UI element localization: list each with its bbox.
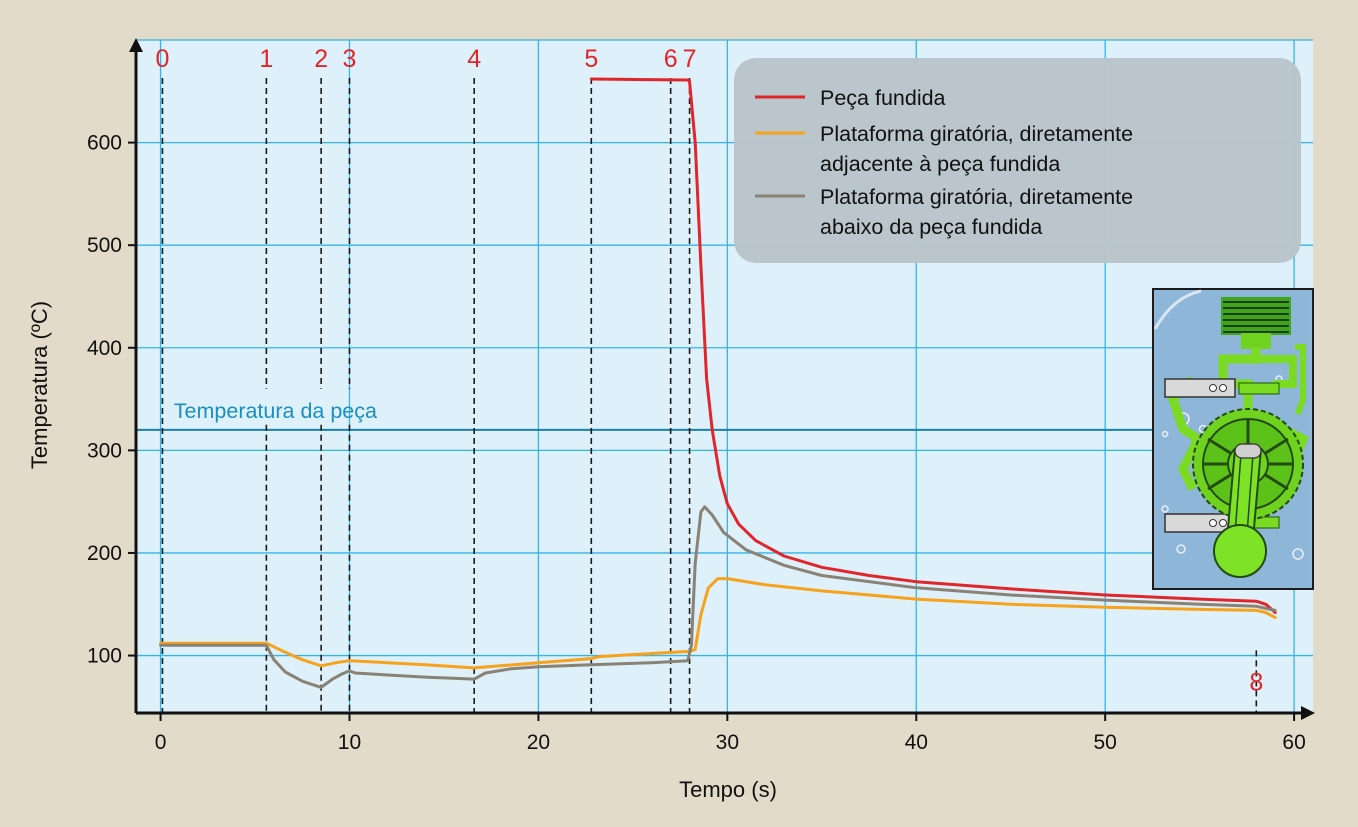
legend-label-1-line2: adjacente à peça fundida	[820, 152, 1060, 176]
reference-line-label: Temperatura da peça	[174, 399, 377, 423]
event-label-5: 5	[584, 45, 598, 73]
x-tick-label: 30	[716, 731, 739, 754]
legend-box	[734, 58, 1301, 263]
y-axis-arrow	[129, 38, 143, 52]
y-tick-label: 600	[87, 132, 122, 155]
reference-line-group: Temperatura da peça	[136, 399, 1313, 431]
axes	[129, 38, 1315, 720]
x-tick-label: 10	[338, 731, 361, 754]
x-axis-arrow	[1301, 706, 1315, 720]
event-label-2: 2	[314, 45, 328, 73]
tick-labels: 100 200 300 400 500 600 0 10 20 30 40 50 60 Tempo (s)…	[27, 132, 1306, 802]
x-axis-title: Tempo (s)	[679, 777, 777, 802]
legend-label-1: Plataforma giratória, diretamente adjacen…	[820, 122, 1133, 176]
event-label-0: 0	[155, 45, 169, 73]
x-tick-label: 50	[1094, 731, 1117, 754]
event-label-4: 4	[467, 45, 481, 73]
event-markers: 0 1 2 3 4 5 6 78	[155, 45, 1263, 713]
event-label-1: 1	[259, 45, 273, 73]
legend-label-0: Peça fundida	[820, 86, 946, 110]
y-axis-title: Temperatura (ºC)	[27, 301, 52, 469]
x-tick-label: 60	[1282, 731, 1305, 754]
event-label-3: 3	[343, 45, 357, 73]
series-line-0	[589, 77, 1277, 614]
y-tick-label: 300	[87, 439, 122, 462]
series-lines	[159, 77, 1277, 689]
y-tick-label: 200	[87, 542, 122, 565]
legend-label-2: Plataforma giratória, diretamente abaixo …	[820, 185, 1133, 239]
event-label-6: 6	[664, 45, 678, 73]
series-line-2	[159, 505, 1277, 689]
legend-label-2-line2: abaixo da peça fundida	[820, 215, 1042, 239]
legend: Peça fundida Plataforma giratória, direta…	[734, 58, 1301, 263]
y-tick-label: 400	[87, 337, 122, 360]
grid	[136, 39, 1313, 713]
y-tick-label: 500	[87, 234, 122, 257]
event-label-8: 8	[1249, 668, 1263, 696]
series-line-1	[159, 577, 1277, 670]
legend-label-2-line1: Plataforma giratória, diretamente	[820, 185, 1133, 209]
x-tick-label: 40	[905, 731, 928, 754]
x-tick-label: 0	[155, 731, 167, 754]
legend-label-1-line1: Plataforma giratória, diretamente	[820, 122, 1133, 146]
casting-inset-image	[1152, 288, 1314, 590]
x-tick-label: 20	[527, 731, 550, 754]
event-label-7: 7	[683, 45, 697, 73]
y-tick-label: 100	[87, 645, 122, 668]
